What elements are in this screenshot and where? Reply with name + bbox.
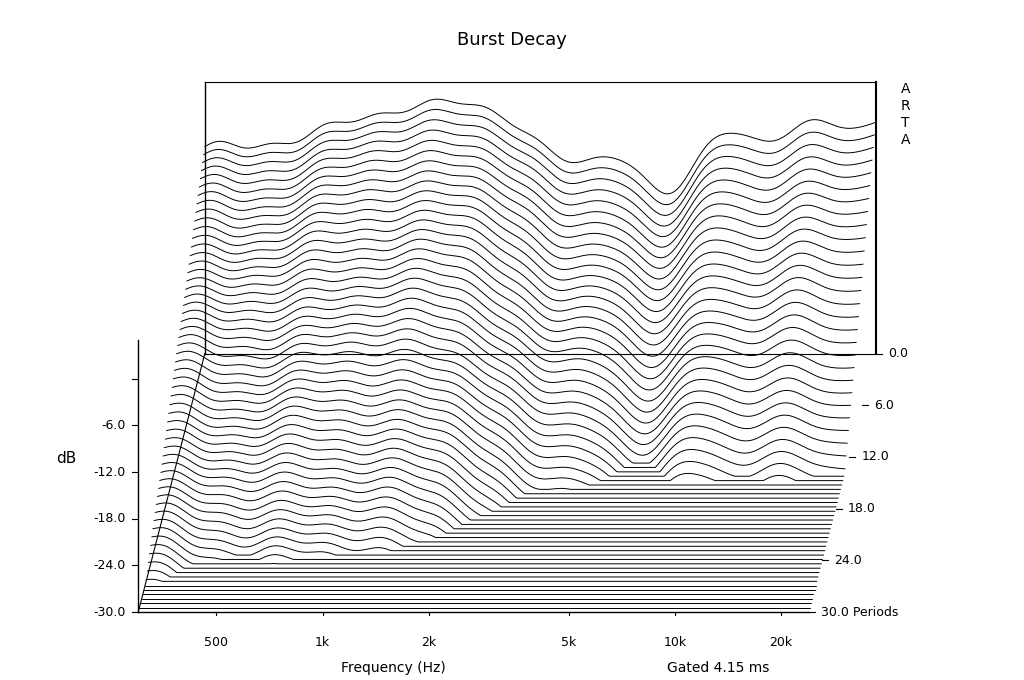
Text: 10k: 10k [664,636,686,649]
Text: 2k: 2k [421,636,436,649]
Text: 1k: 1k [315,636,330,649]
Text: -18.0: -18.0 [93,512,126,525]
Text: Gated 4.15 ms: Gated 4.15 ms [668,661,770,675]
Text: 500: 500 [205,636,228,649]
Text: -30.0: -30.0 [93,605,126,619]
Text: 0.0: 0.0 [888,347,908,360]
Text: 5k: 5k [561,636,577,649]
Text: A
R
T
A: A R T A [901,82,910,148]
Text: 24.0: 24.0 [835,554,862,567]
Text: -24.0: -24.0 [94,559,126,572]
Text: 20k: 20k [769,636,793,649]
Text: Burst Decay: Burst Decay [457,31,567,48]
Text: 6.0: 6.0 [874,398,894,412]
Text: -6.0: -6.0 [101,419,126,432]
Text: Frequency (Hz): Frequency (Hz) [341,661,445,675]
Text: 12.0: 12.0 [861,450,889,464]
Text: dB: dB [56,451,77,466]
Text: -12.0: -12.0 [94,466,126,479]
Text: 18.0: 18.0 [848,502,876,515]
Text: 30.0 Periods: 30.0 Periods [821,605,899,619]
